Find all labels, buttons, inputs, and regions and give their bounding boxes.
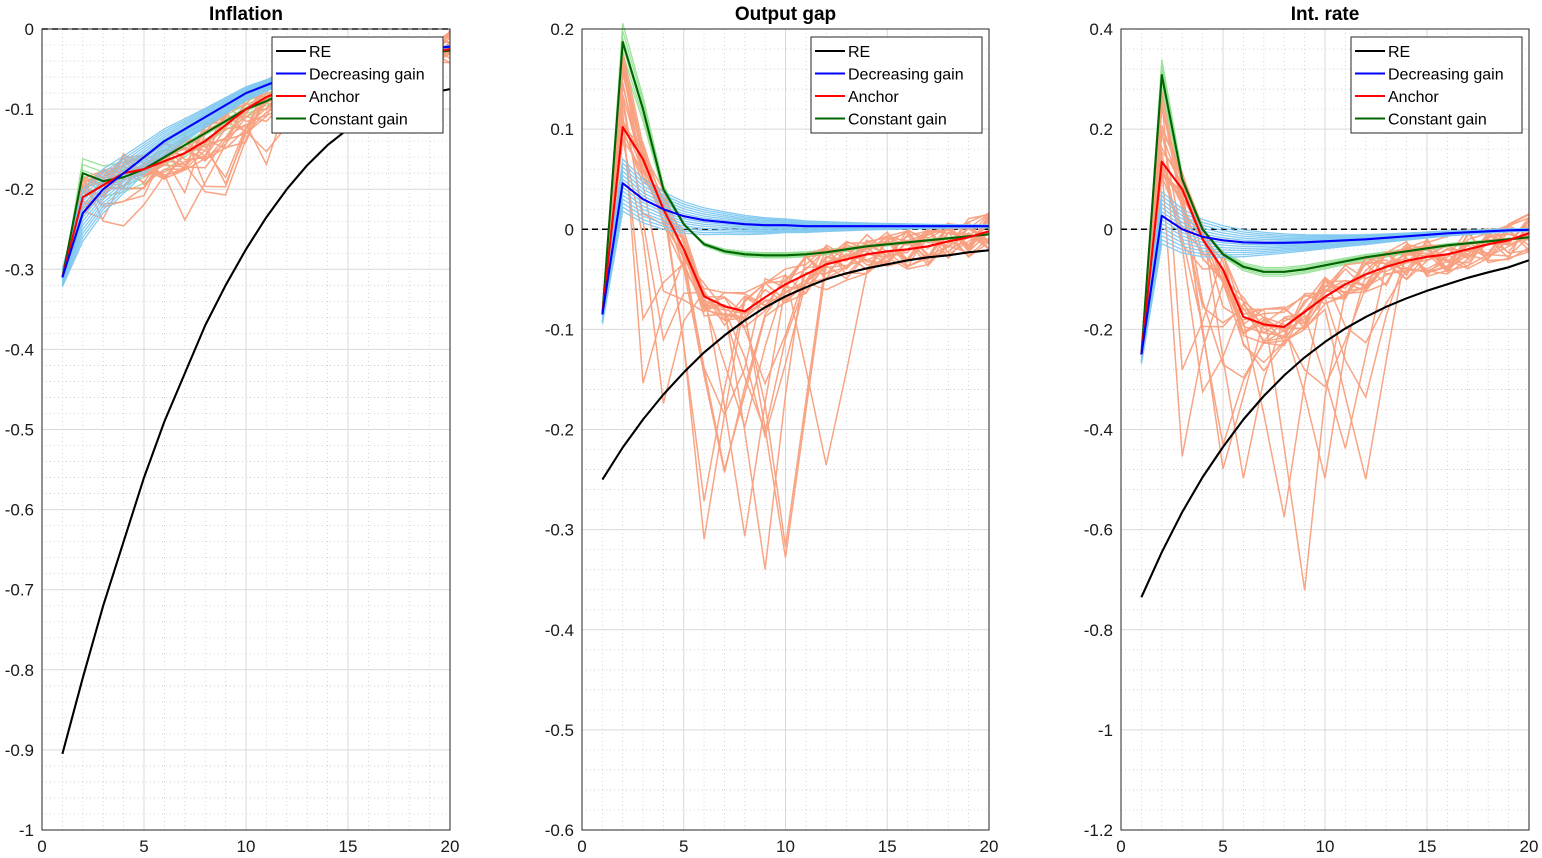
legend-entry: Anchor	[848, 89, 899, 106]
legend-entry: Constant gain	[1388, 112, 1487, 129]
y-tick-label: -0.8	[1084, 621, 1113, 640]
y-tick-label: -0.6	[1084, 521, 1113, 540]
re-line	[601, 249, 990, 481]
y-tick-label: 0.4	[1089, 20, 1113, 39]
y-tick-label: -0.2	[545, 421, 574, 440]
axes-frame	[581, 28, 990, 831]
legend-entry: RE	[1388, 44, 1410, 61]
x-tick-label: 10	[237, 837, 256, 856]
y-tick-label: 0	[25, 20, 34, 39]
y-tick-label: -0.6	[5, 501, 34, 520]
legend-entry: Anchor	[309, 89, 360, 106]
legend-entry: Constant gain	[309, 112, 408, 129]
legend-entry: Decreasing gain	[848, 67, 964, 84]
y-tick-label: -1	[19, 821, 34, 840]
x-tick-label: 0	[1116, 837, 1125, 856]
int-rate-panel: Int. rate 0 5 10 15 20 -1.2 -1 -0.8 -0.6 -0.4 -0.2…	[1084, 4, 1539, 856]
x-tick-label: 15	[339, 837, 358, 856]
anchor-path	[601, 128, 990, 315]
y-tick-label: -0.5	[5, 421, 34, 440]
y-tick-label: -0.5	[545, 721, 574, 740]
output-gap-panel: Output gap 0 5 10 15 20 -0.6 -0.5 -0.4 -0.3 -0.2 -…	[545, 4, 999, 856]
chart-title: Output gap	[735, 4, 836, 25]
x-tick-label: 10	[776, 837, 795, 856]
y-tick-label: -0.3	[545, 521, 574, 540]
legend-box	[271, 36, 444, 134]
chart-title: Inflation	[209, 4, 283, 25]
y-tick-label: 0.2	[1089, 120, 1113, 139]
x-tick-label: 15	[1418, 837, 1437, 856]
legend-entry: RE	[848, 44, 870, 61]
y-tick-label: -1.2	[1084, 821, 1113, 840]
y-tick-label: -0.2	[1084, 320, 1113, 339]
legend: RE Decreasing gain Anchor Constant gain	[271, 36, 444, 134]
anchor-path	[1140, 163, 1530, 395]
y-tick-label: 0	[1104, 220, 1113, 239]
decreasing-gain-path	[1140, 190, 1530, 347]
legend-entry: Decreasing gain	[1388, 67, 1504, 84]
anchor-path	[1140, 127, 1530, 480]
y-tick-label: -0.2	[5, 180, 34, 199]
y-tick-label: 0.1	[550, 120, 574, 139]
inflation-panel: Inflation 0 5 10 15 20 -1 -0.9 -0.8 -0.7 -0.6 -0.5…	[5, 4, 460, 856]
y-tick-label: -0.8	[5, 661, 34, 680]
y-tick-label: -0.4	[1084, 421, 1113, 440]
x-tick-label: 5	[1218, 837, 1227, 856]
anchor-simulations	[1140, 91, 1530, 591]
axes-frame	[1120, 28, 1530, 831]
y-tick-label: -0.1	[5, 100, 34, 119]
x-tick-label: 5	[679, 837, 688, 856]
legend-box	[1350, 36, 1523, 134]
y-tick-label: -0.7	[5, 581, 34, 600]
anchor-line	[1140, 160, 1530, 355]
y-tick-label: -1	[1098, 721, 1113, 740]
legend-entry: RE	[309, 44, 331, 61]
x-tick-label: 20	[1520, 837, 1539, 856]
x-tick-label: 0	[37, 837, 46, 856]
x-tick-label: 20	[441, 837, 460, 856]
constant-gain-line	[1140, 74, 1530, 355]
x-tick-label: 15	[878, 837, 897, 856]
legend-box	[810, 36, 983, 134]
constant-gain-line	[601, 40, 990, 315]
y-tick-label: -0.3	[5, 260, 34, 279]
re-line	[1140, 259, 1530, 598]
y-tick-label: 0.2	[550, 20, 574, 39]
chart-title: Int. rate	[1291, 4, 1360, 25]
y-tick-label: -0.1	[545, 320, 574, 339]
legend-entry: Decreasing gain	[309, 67, 425, 84]
x-tick-label: 5	[139, 837, 148, 856]
decreasing-gain-line	[601, 182, 989, 315]
legend-entry: Constant gain	[848, 112, 947, 129]
x-tick-label: 0	[577, 837, 586, 856]
y-tick-label: -0.9	[5, 741, 34, 760]
y-tick-label: -0.6	[545, 821, 574, 840]
anchor-path	[601, 50, 990, 434]
legend-entry: Anchor	[1388, 89, 1439, 106]
decreasing-gain-line	[1140, 214, 1530, 355]
y-tick-label: 0	[565, 220, 574, 239]
legend: RE Decreasing gain Anchor Constant gain	[1350, 36, 1523, 134]
x-tick-label: 10	[1316, 837, 1335, 856]
legend: RE Decreasing gain Anchor Constant gain	[810, 36, 983, 134]
y-tick-label: -0.4	[545, 621, 574, 640]
anchor-line	[601, 126, 990, 315]
anchor-path	[1140, 162, 1530, 479]
axes-frame	[41, 28, 451, 831]
y-tick-label: -0.4	[5, 340, 34, 359]
x-tick-label: 20	[980, 837, 999, 856]
